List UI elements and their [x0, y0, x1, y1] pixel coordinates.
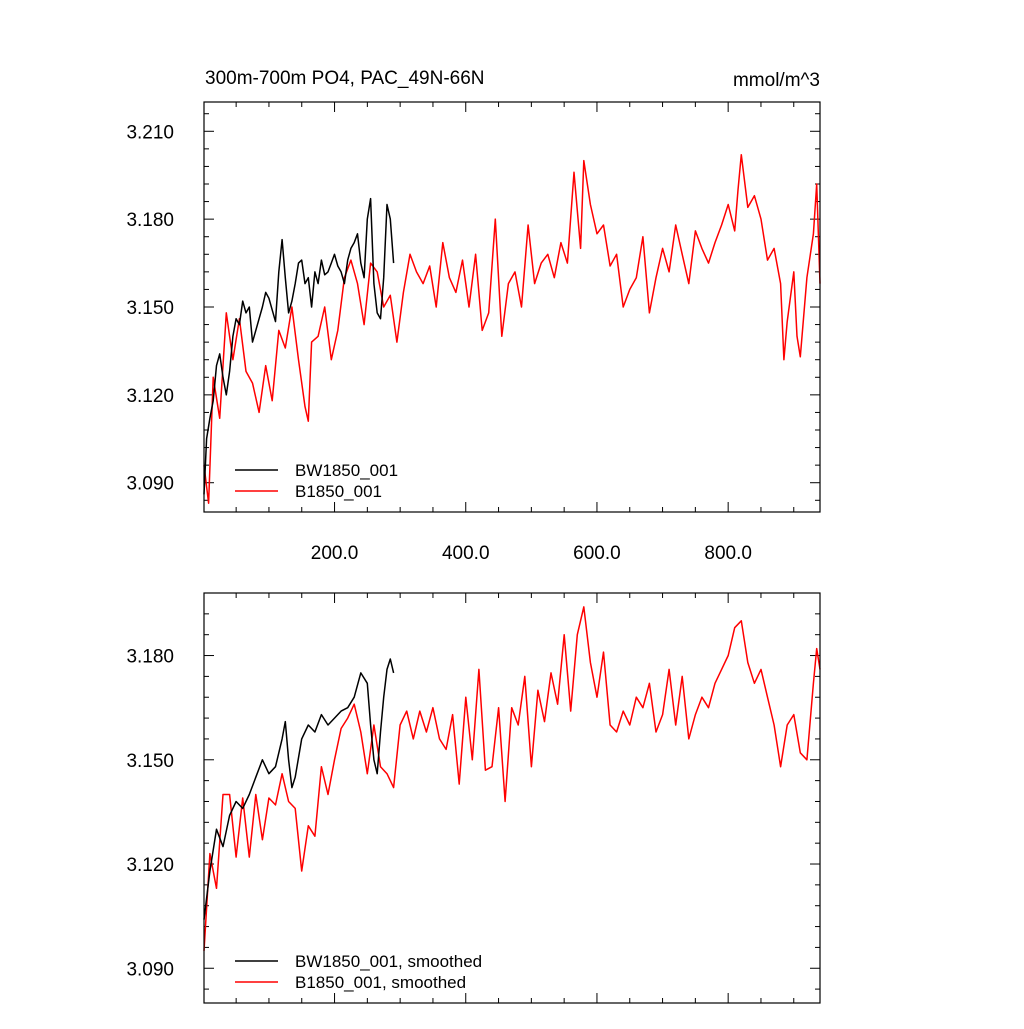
bottom-panel-series — [203, 606, 821, 951]
x-tick-label: 600.0 — [573, 543, 621, 564]
legend-label-bw1850-smoothed: BW1850_001, smoothed — [295, 952, 482, 971]
y-tick-label: 3.150 — [126, 751, 174, 772]
y-tick-label: 3.150 — [126, 298, 174, 319]
bottom-panel-frame — [203, 592, 821, 1004]
top-panel-series — [203, 153, 821, 504]
legend-label-b1850-smoothed: B1850_001, smoothed — [295, 973, 466, 992]
bottom-panel: 3.090 3.120 3.150 3.180 BW1850_001, smoothe… — [126, 592, 821, 1004]
top-panel-ticks: 3.090 3.120 3.150 3.180 3.210 200.0 400.0 600.0… — [126, 102, 820, 564]
legend-label-bw1850: BW1850_001 — [295, 461, 398, 480]
x-tick-label: 800.0 — [704, 543, 752, 564]
series-line-b1850-001-smoothed — [203, 606, 821, 951]
top-panel-title: 300m-700m PO4, PAC_49N-66N — [205, 68, 485, 89]
top-panel-legend: BW1850_001 B1850_001 — [235, 461, 398, 501]
series-line-b1850-001 — [203, 153, 821, 504]
series-line-bw1850-001-smoothed — [203, 658, 395, 920]
x-tick-label: 400.0 — [442, 543, 490, 564]
y-tick-label: 3.120 — [126, 386, 174, 407]
top-panel-units: mmol/m^3 — [733, 70, 820, 91]
y-tick-label: 3.180 — [126, 210, 174, 231]
bottom-panel-ticks: 3.090 3.120 3.150 3.180 — [126, 592, 820, 1003]
series-line-bw1850-001 — [203, 197, 395, 495]
bottom-panel-legend: BW1850_001, smoothed B1850_001, smoothed — [235, 952, 482, 992]
y-tick-label: 3.090 — [126, 959, 174, 980]
top-panel-frame — [203, 101, 821, 513]
x-tick-label: 200.0 — [311, 543, 359, 564]
y-tick-label: 3.210 — [126, 122, 174, 143]
y-tick-label: 3.090 — [126, 474, 174, 495]
y-tick-label: 3.180 — [126, 647, 174, 668]
y-tick-label: 3.120 — [126, 855, 174, 876]
top-panel: 300m-700m PO4, PAC_49N-66N mmol/m^3 3.09… — [126, 68, 821, 564]
legend-label-b1850: B1850_001 — [295, 482, 382, 501]
